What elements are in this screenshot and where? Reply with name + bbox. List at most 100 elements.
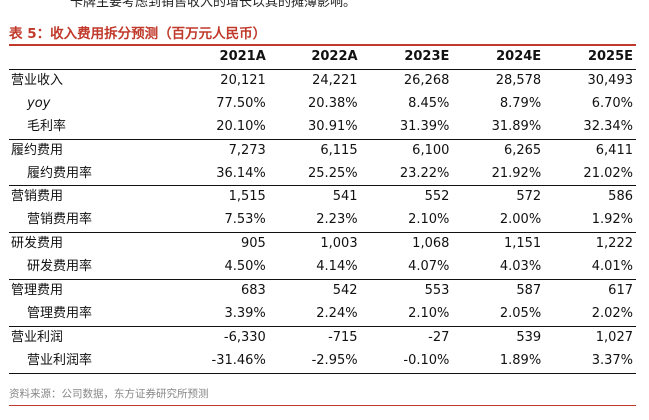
value-cell: 3.37% [544,349,636,374]
value-cell: 26,268 [403,72,450,88]
value-cell: 21.02% [583,165,633,181]
value-cell: 6,265 [452,138,545,163]
value-cell: 553 [360,279,453,303]
row-label-text: 营业利润率 [27,352,93,368]
row-label: 营业收入 [9,69,177,92]
value-cell: 25.25% [308,165,358,181]
value-cell: 7.53% [224,212,266,228]
bottom-rule [9,405,636,406]
value-cell: 4.01% [591,259,633,275]
value-cell: 552 [360,185,453,210]
value-cell: 683 [177,279,269,303]
row-label: 管理费用率 [9,303,177,326]
table-row: 管理费用率 3.39% 2.24% 2.10% 2.05% 2.02% [9,303,636,326]
value-cell: 77.50% [216,95,266,111]
table-row: 履约费用 7,273 6,115 6,100 6,265 6,411 [9,138,636,163]
value-cell: 4.14% [316,259,358,275]
table-row: 营销费用率 7.53% 2.23% 2.10% 2.00% 1.92% [9,209,636,232]
header-cell: 2023E [360,46,453,70]
value-cell: -2.95% [268,349,361,374]
row-label: 营业利润 [9,325,177,350]
row-label-text: 营业收入 [11,72,64,88]
row-label-text: 研发费用率 [27,259,93,275]
value-cell: 2.23% [316,212,358,228]
row-label: 研发费用 [9,232,177,257]
row-label: 营销费用率 [9,209,177,232]
header-cell: 2025E [544,46,636,70]
row-label-text: 营销费用率 [27,212,93,228]
value-cell: 2.10% [408,212,450,228]
value-cell: 1,003 [268,232,361,257]
table-row: 营业利润率 -31.46% -2.95% -0.10% 1.89% 3.37% [9,349,636,374]
value-cell: 4.03% [499,259,542,275]
value-cell: 31.39% [399,118,450,134]
row-label: yoy [9,93,177,116]
table-row: 管理费用 683 542 553 587 617 [9,279,636,303]
value-cell: 2.10% [408,305,450,321]
row-label: 履约费用率 [9,163,177,186]
title-rule [9,44,636,46]
table-row: yoy 77.50% 20.38% 8.45% 8.79% 6.70% [9,93,636,116]
value-cell: -31.46% [177,349,269,374]
table-header-row: 2021A 2022A 2023E 2024E 2025E [9,46,636,70]
table-row: 研发费用率 4.50% 4.14% 4.07% 4.03% 4.01% [9,256,636,279]
value-cell: 1,027 [544,325,636,350]
table-row: 履约费用率 36.14% 25.25% 23.22% 21.92% 21.02% [9,163,636,186]
value-cell: 36.14% [216,165,266,181]
value-cell: 1,151 [452,232,545,257]
row-label: 管理费用 [9,279,177,303]
forecast-table: 2021A 2022A 2023E 2024E 2025E 营业收入 20,121… [9,46,636,374]
value-cell: 905 [177,232,269,257]
value-cell: 21.92% [491,165,542,181]
value-cell: 2.24% [316,305,358,321]
row-label: 毛利率 [9,116,177,139]
value-cell: 30,493 [587,72,634,88]
row-label-text: 履约费用率 [27,165,93,181]
value-cell: -27 [360,325,453,350]
value-cell: 587 [452,279,545,303]
row-label: 营业利润率 [9,349,177,374]
value-cell: 28,578 [495,72,542,88]
value-cell: 8.79% [499,95,542,111]
row-label: 研发费用率 [9,256,177,279]
value-cell: 4.07% [408,259,450,275]
value-cell: -6,330 [177,325,269,350]
value-cell: 32.34% [583,118,633,134]
value-cell: 31.89% [491,118,542,134]
value-cell: 6,100 [360,138,453,163]
value-cell: -0.10% [360,349,453,374]
row-label-text: 履约费用 [11,142,64,158]
value-cell: 541 [268,185,361,210]
row-label-text: yoy [27,95,51,111]
value-cell: 1.92% [591,212,633,228]
header-cell: 2021A [177,46,269,70]
value-cell: 1.89% [452,349,545,374]
table-row: 毛利率 20.10% 30.91% 31.39% 31.89% 32.34% [9,116,636,139]
header-cell: 2024E [452,46,545,70]
value-cell: 586 [544,185,636,210]
value-cell: 1,068 [360,232,453,257]
value-cell: 20,121 [220,72,266,88]
value-cell: 20.10% [216,118,266,134]
value-cell: 1,515 [177,185,269,210]
row-label-text: 管理费用率 [27,305,93,321]
value-cell: 7,273 [177,138,269,163]
table-title: 表 5：收入费用拆分预测（百万元人民币） [9,26,267,42]
table-row: 营业收入 20,121 24,221 26,268 28,578 30,493 [9,69,636,92]
value-cell: 6,411 [544,138,636,163]
value-cell: 2.00% [499,212,542,228]
header-cell [9,46,177,70]
row-label-text: 研发费用 [11,236,64,252]
value-cell: 539 [452,325,545,350]
row-label-text: 营销费用 [11,189,64,205]
source-note: 资料来源：公司数据，东方证券研究所预测 [9,388,209,400]
value-cell: 6.70% [591,95,633,111]
value-cell: 8.45% [408,95,450,111]
previous-paragraph-fragment: 卡牌主要考虑到销售收入的增长以其的摊薄影响。 [70,0,357,10]
row-label-text: 管理费用 [11,283,64,299]
value-cell: 30.91% [308,118,358,134]
row-label-text: 毛利率 [27,118,67,134]
value-cell: 2.05% [499,305,542,321]
row-label-text: 营业利润 [11,329,64,345]
value-cell: 2.02% [591,305,633,321]
